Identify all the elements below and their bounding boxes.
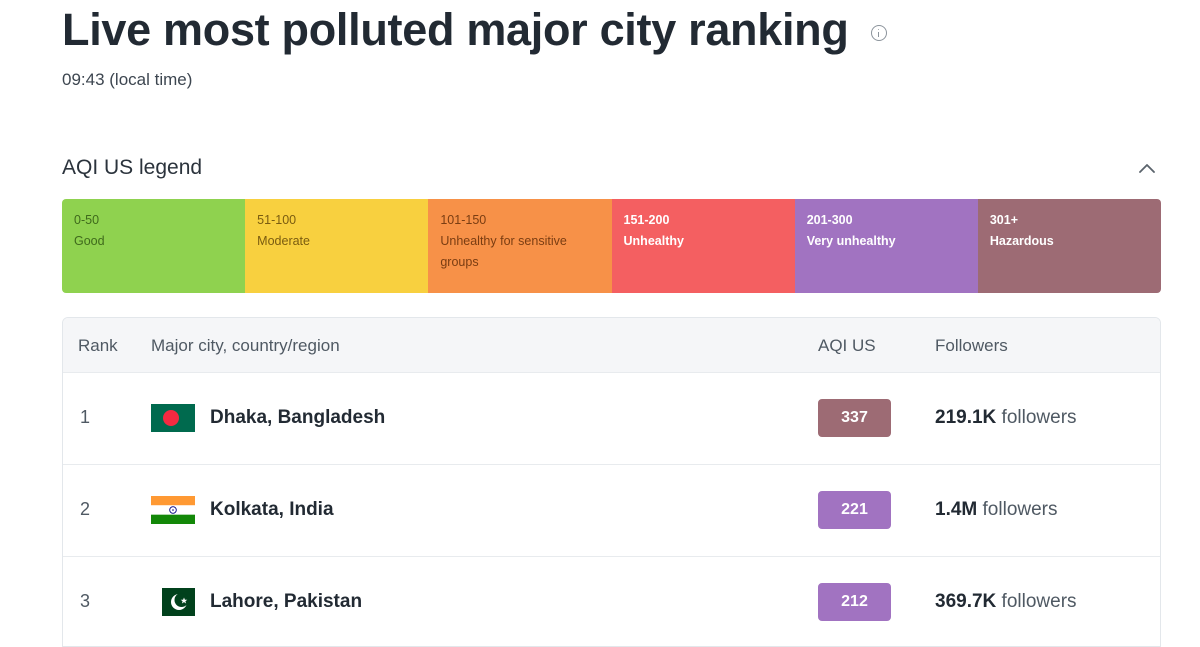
followers-suffix: followers xyxy=(996,591,1077,612)
table-row[interactable]: 3 Lahore, Pakistan 212 369.7K followers xyxy=(63,556,1160,646)
table-row[interactable]: 1 Dhaka, Bangladesh 337 219.1K followers xyxy=(63,372,1160,464)
column-header-aqi: AQI US xyxy=(818,336,876,355)
legend-range: 51-100 xyxy=(257,213,297,227)
pakistan-flag-icon xyxy=(151,588,195,616)
bangladesh-flag-icon xyxy=(151,404,195,432)
legend-item-hazardous: 301+ Hazardous xyxy=(977,199,1161,293)
city-name[interactable]: Kolkata, India xyxy=(210,499,334,520)
legend-range: 101-150 xyxy=(440,213,487,227)
legend-range: 0-50 xyxy=(74,213,100,227)
chevron-up-icon[interactable] xyxy=(1138,162,1156,174)
local-time: 09:43 (local time) xyxy=(62,70,193,89)
page-title: Live most polluted major city ranking xyxy=(62,4,849,55)
legend-label: Hazardous xyxy=(989,234,1054,248)
legend-item-unhealthy: 151-200 Unhealthy xyxy=(611,199,795,293)
legend-range: 151-200 xyxy=(623,213,670,227)
legend-item-good: 0-50 Good xyxy=(62,199,246,293)
rank-number: 2 xyxy=(80,499,91,519)
aqi-badge: 212 xyxy=(818,583,891,621)
aqi-badge: 221 xyxy=(818,491,891,529)
followers-number: 1.4M xyxy=(935,499,978,520)
legend-title: AQI US legend xyxy=(62,156,203,179)
title-row: Live most polluted major city ranking xyxy=(62,2,887,58)
followers-suffix: followers xyxy=(996,407,1077,428)
legend-label: Good xyxy=(74,234,105,248)
legend-range: 201-300 xyxy=(806,213,853,227)
followers-count: 219.1K followers xyxy=(935,407,1077,429)
legend-item-unhealthy-sensitive: 101-150 Unhealthy for sensitive groups xyxy=(428,199,612,293)
legend-item-moderate: 51-100 Moderate xyxy=(245,199,429,293)
rank-number: 1 xyxy=(80,407,91,427)
rank-number: 3 xyxy=(80,591,91,611)
ranking-table: Rank Major city, country/region AQI US F… xyxy=(62,317,1161,647)
followers-count: 1.4M followers xyxy=(935,499,1058,521)
india-flag-icon xyxy=(151,496,195,524)
legend-label: Unhealthy xyxy=(623,234,684,248)
city-name[interactable]: Lahore, Pakistan xyxy=(210,591,363,612)
table-row[interactable]: 2 Kolkata, India 221 1.4M followers xyxy=(63,464,1160,556)
table-header: Rank Major city, country/region AQI US F… xyxy=(63,318,1160,372)
followers-number: 369.7K xyxy=(935,591,997,612)
legend-label: Unhealthy for sensitive groups xyxy=(440,234,567,269)
aqi-badge: 337 xyxy=(818,399,891,437)
legend-item-very-unhealthy: 201-300 Very unhealthy xyxy=(794,199,978,293)
city-name[interactable]: Dhaka, Bangladesh xyxy=(210,407,386,428)
column-header-followers: Followers xyxy=(935,336,1008,355)
legend-label: Very unhealthy xyxy=(806,234,896,248)
column-header-city: Major city, country/region xyxy=(151,336,340,355)
followers-suffix: followers xyxy=(977,499,1058,520)
info-icon[interactable] xyxy=(870,25,887,41)
column-header-rank: Rank xyxy=(78,336,118,355)
legend-range: 301+ xyxy=(989,213,1019,227)
legend-label: Moderate xyxy=(257,234,310,248)
followers-count: 369.7K followers xyxy=(935,591,1077,613)
followers-number: 219.1K xyxy=(935,407,997,428)
aqi-legend-bar: 0-50 Good 51-100 Moderate 101-150 Unheal… xyxy=(62,199,1161,293)
